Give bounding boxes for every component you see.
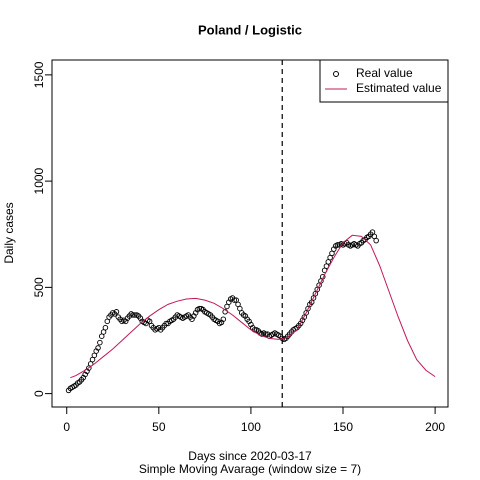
data-point xyxy=(196,305,203,312)
data-point xyxy=(113,309,120,315)
x-axis-label: Days since 2020-03-17 xyxy=(188,449,312,463)
estimated-line xyxy=(70,234,436,379)
data-point xyxy=(130,312,136,318)
y-tick-label: 500 xyxy=(32,277,46,297)
x-tick-label: 0 xyxy=(63,420,70,434)
x-tick-label: 50 xyxy=(152,420,166,434)
legend-box xyxy=(319,59,449,103)
y-tick-label: 1000 xyxy=(32,167,46,194)
legend-label: Real value xyxy=(356,66,413,80)
legend-symbol xyxy=(333,71,339,77)
x-tick-label: 200 xyxy=(425,420,445,434)
chart-title: Poland / Logistic xyxy=(198,22,302,37)
y-tick-label: 0 xyxy=(32,390,46,397)
y-tick-label: 1500 xyxy=(32,61,46,88)
x-tick-label: 150 xyxy=(333,420,353,434)
data-point xyxy=(373,237,379,244)
subtitle: Simple Moving Avarage (window size = 7) xyxy=(139,462,361,476)
data-point xyxy=(95,345,101,351)
data-point xyxy=(132,312,138,318)
legend-label: Estimated value xyxy=(356,81,442,95)
x-tick-label: 100 xyxy=(241,420,261,434)
data-point xyxy=(97,339,103,346)
plot-box xyxy=(51,59,449,408)
data-point xyxy=(220,316,227,322)
data-point xyxy=(102,324,109,331)
data-point xyxy=(231,297,238,303)
data-point xyxy=(334,242,341,248)
y-axis-label: Daily cases xyxy=(2,202,16,263)
